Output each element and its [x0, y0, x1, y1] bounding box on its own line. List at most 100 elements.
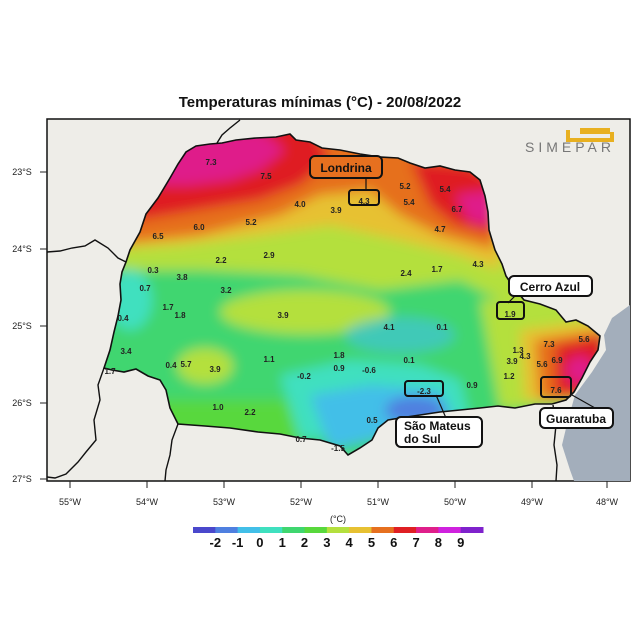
colorbar-label: 9	[457, 535, 464, 550]
station-value: 0.5	[366, 416, 378, 425]
guaratuba-callout: Guaratuba	[539, 376, 614, 429]
colorbar-label: 5	[368, 535, 375, 550]
station-value: 1.8	[174, 311, 186, 320]
station-value: 0.1	[436, 323, 448, 332]
colorbar: -2 -1 0 1 2 3 4 5 6 7 8 9	[193, 527, 484, 550]
lon-label: 52°W	[290, 497, 313, 507]
station-value: 0.3	[147, 266, 159, 275]
colorbar-swatch	[349, 527, 372, 533]
station-value: 1.2	[503, 372, 515, 381]
colorbar-swatch	[193, 527, 216, 533]
station-value: 0.9	[466, 381, 478, 390]
sao-mateus-callout: São Mateus do Sul	[395, 380, 483, 448]
callout-guaratuba: Guaratuba	[546, 412, 606, 426]
station-value: 2.2	[215, 256, 227, 265]
station-value: 1.0	[212, 403, 224, 412]
station-value: 6.7	[451, 205, 463, 214]
parana-state-outline	[102, 133, 601, 457]
colorbar-label: 3	[323, 535, 330, 550]
station-value: 0.1	[403, 356, 415, 365]
colorbar-swatch	[416, 527, 439, 533]
station-value: 4.0	[294, 200, 306, 209]
lon-label: 48°W	[596, 497, 619, 507]
colorbar-swatch	[371, 527, 395, 533]
station-value: 0.4	[165, 361, 177, 370]
colorbar-label: 8	[435, 535, 442, 550]
station-value: 4.3	[472, 260, 484, 269]
temperature-field	[104, 134, 600, 455]
lat-label: 23°S	[12, 167, 32, 177]
map-title: Temperaturas mínimas (°C) - 20/08/2022	[178, 94, 462, 111]
station-value: 5.2	[245, 218, 257, 227]
colorbar-swatch	[215, 527, 239, 533]
station-value: 5.6	[536, 360, 548, 369]
colorbar-swatch	[304, 527, 328, 533]
station-value: 1.7	[431, 265, 443, 274]
callout-cerro-azul: Cerro Azul	[520, 280, 580, 294]
station-value: 5.4	[439, 185, 451, 194]
colorbar-label: 0	[256, 535, 263, 550]
colorbar-swatch	[282, 527, 306, 533]
station-value: 7.6	[550, 386, 562, 395]
station-value: 1.9	[504, 310, 516, 319]
station-value: 0.7	[295, 435, 307, 444]
station-value: 2.2	[244, 408, 256, 417]
lon-label: 54°W	[136, 497, 159, 507]
station-value: -2.3	[417, 387, 431, 396]
callout-sao-mateus-line1: São Mateus	[404, 419, 471, 433]
station-value: 5.4	[403, 198, 415, 207]
station-value: 7.5	[260, 172, 272, 181]
neighbor-borders	[47, 119, 558, 481]
station-value: 3.2	[220, 286, 232, 295]
station-value: 4.3	[519, 352, 531, 361]
colorbar-swatch	[237, 527, 261, 533]
station-value: 3.9	[506, 357, 518, 366]
station-value: 5.6	[578, 335, 590, 344]
colorbar-swatch	[438, 527, 462, 533]
colorbar-label: 7	[412, 535, 419, 550]
station-value: 6.0	[193, 223, 205, 232]
lat-label: 27°S	[12, 474, 32, 484]
colorbar-swatch	[393, 527, 417, 533]
station-value: 3.9	[209, 365, 221, 374]
station-value: 6.9	[551, 356, 563, 365]
lat-label: 25°S	[12, 321, 32, 331]
callout-sao-mateus-line2: do Sul	[404, 432, 441, 446]
station-value: -0.2	[297, 372, 311, 381]
station-value: 1.7	[162, 303, 174, 312]
simepar-logo-text: SIMEPAR	[525, 139, 615, 155]
station-value: -1.5	[331, 444, 345, 453]
station-value: 3.8	[176, 273, 188, 282]
station-value: 4.7	[434, 225, 446, 234]
station-value: 1.3	[512, 346, 524, 355]
colorbar-label: 2	[301, 535, 308, 550]
station-value: 0.4	[117, 314, 129, 323]
station-value: 0.9	[333, 364, 345, 373]
ocean	[562, 305, 630, 481]
station-value: 5.7	[180, 360, 192, 369]
colorbar-swatch	[326, 527, 350, 533]
station-value: 1.7	[104, 367, 116, 376]
lon-axis: 55°W 54°W 53°W 52°W 51°W 50°W 49°W 48°W	[59, 481, 619, 507]
lat-axis: 23°S 24°S 25°S 26°S 27°S	[12, 167, 47, 484]
lon-label: 49°W	[521, 497, 544, 507]
colorbar-unit: (°C)	[330, 514, 346, 524]
lon-label: 53°W	[213, 497, 236, 507]
lon-label: 50°W	[444, 497, 467, 507]
station-value: 6.5	[152, 232, 164, 241]
londrina-callout: Londrina	[309, 155, 383, 206]
simepar-logo: SIMEPAR	[525, 128, 615, 155]
lat-label: 24°S	[12, 244, 32, 254]
station-value: 3.4	[120, 347, 132, 356]
station-value: 3.9	[277, 311, 289, 320]
colorbar-label: 4	[346, 535, 354, 550]
station-value: -0.6	[362, 366, 376, 375]
station-value: 7.3	[205, 158, 217, 167]
station-value: 1.1	[263, 355, 275, 364]
station-value: 3.9	[330, 206, 342, 215]
colorbar-swatch	[460, 527, 484, 533]
colorbar-label: 1	[279, 535, 286, 550]
station-value: 1.8	[333, 351, 345, 360]
station-value: 2.4	[400, 269, 412, 278]
